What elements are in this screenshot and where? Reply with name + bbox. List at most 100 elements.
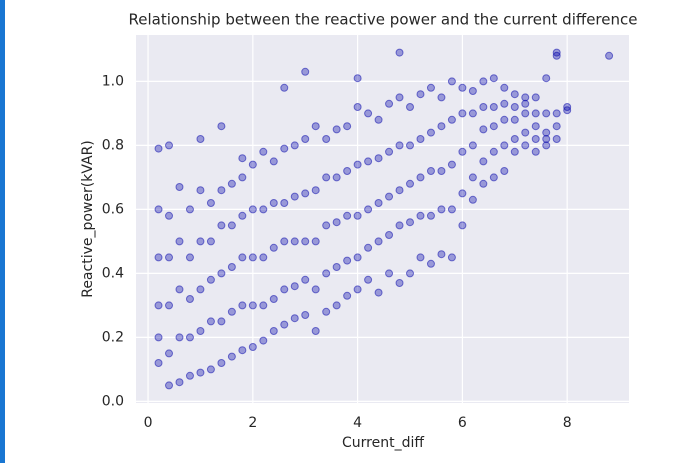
y-tick-label: 0.6	[102, 201, 124, 217]
point	[406, 179, 415, 188]
point	[311, 122, 320, 131]
point	[500, 115, 509, 124]
point	[510, 147, 519, 156]
point	[311, 186, 320, 195]
point	[175, 333, 184, 342]
point	[301, 189, 310, 198]
point	[437, 93, 446, 102]
x-axis-label: Current_diff	[342, 435, 424, 451]
point	[353, 253, 362, 262]
point	[154, 144, 163, 153]
point	[542, 74, 551, 83]
point	[196, 285, 205, 294]
point	[374, 237, 383, 246]
point	[458, 109, 467, 118]
point	[269, 327, 278, 335]
point	[301, 135, 310, 143]
point	[206, 317, 215, 326]
point	[227, 179, 236, 188]
side-bar	[0, 0, 5, 463]
point	[269, 199, 278, 207]
point	[468, 109, 477, 118]
point	[332, 301, 341, 310]
point	[364, 275, 373, 284]
point	[290, 192, 299, 201]
point	[175, 183, 184, 191]
point	[259, 205, 268, 214]
point	[301, 311, 310, 319]
point	[217, 359, 226, 367]
point	[510, 103, 519, 111]
point	[552, 135, 561, 143]
point	[322, 307, 331, 316]
y-tick-label: 1.0	[102, 73, 124, 89]
point	[353, 285, 362, 294]
point	[385, 99, 394, 108]
point	[479, 179, 488, 188]
point	[165, 253, 174, 262]
point	[437, 205, 446, 214]
point	[542, 128, 551, 137]
point	[206, 199, 215, 207]
point	[175, 237, 184, 246]
point	[154, 301, 163, 310]
point	[269, 157, 278, 166]
point	[406, 218, 415, 227]
point	[238, 154, 247, 163]
point	[217, 221, 226, 230]
point	[343, 256, 352, 265]
point	[489, 147, 498, 156]
point	[489, 74, 498, 83]
point	[185, 371, 194, 380]
point	[458, 147, 467, 156]
point	[154, 253, 163, 262]
point	[458, 221, 467, 230]
point	[521, 128, 530, 137]
point	[165, 381, 174, 390]
point	[416, 173, 425, 182]
point	[521, 109, 530, 118]
point	[489, 103, 498, 111]
x-tick-label: 8	[563, 415, 572, 431]
point	[248, 205, 257, 214]
point	[238, 211, 247, 220]
point	[154, 359, 163, 367]
point	[385, 192, 394, 201]
point	[238, 301, 247, 310]
point	[364, 205, 373, 214]
x-tick-label: 4	[353, 415, 362, 431]
point	[217, 269, 226, 278]
point	[280, 237, 289, 246]
point	[395, 279, 404, 287]
point	[196, 237, 205, 246]
point	[290, 314, 299, 323]
point	[311, 285, 320, 294]
y-axis-label: Reactive_power(kVAR)	[80, 140, 96, 298]
point	[426, 211, 435, 220]
plot-area	[136, 35, 629, 403]
point	[479, 77, 488, 86]
point	[248, 301, 257, 310]
point	[259, 253, 268, 262]
y-tick-label: 0.0	[102, 393, 124, 409]
point	[185, 253, 194, 262]
y-tick-label: 0.2	[102, 329, 124, 345]
point	[500, 99, 509, 108]
x-tick-label: 6	[458, 415, 467, 431]
point	[437, 122, 446, 131]
point	[531, 147, 540, 156]
point	[332, 173, 341, 182]
point	[290, 237, 299, 246]
point	[301, 67, 310, 76]
point	[510, 135, 519, 143]
point	[343, 122, 352, 131]
point	[311, 327, 320, 335]
point	[489, 173, 498, 182]
point	[259, 336, 268, 345]
point	[385, 269, 394, 278]
point	[406, 103, 415, 111]
point	[269, 243, 278, 252]
point	[227, 352, 236, 361]
point	[416, 211, 425, 220]
point	[301, 237, 310, 246]
